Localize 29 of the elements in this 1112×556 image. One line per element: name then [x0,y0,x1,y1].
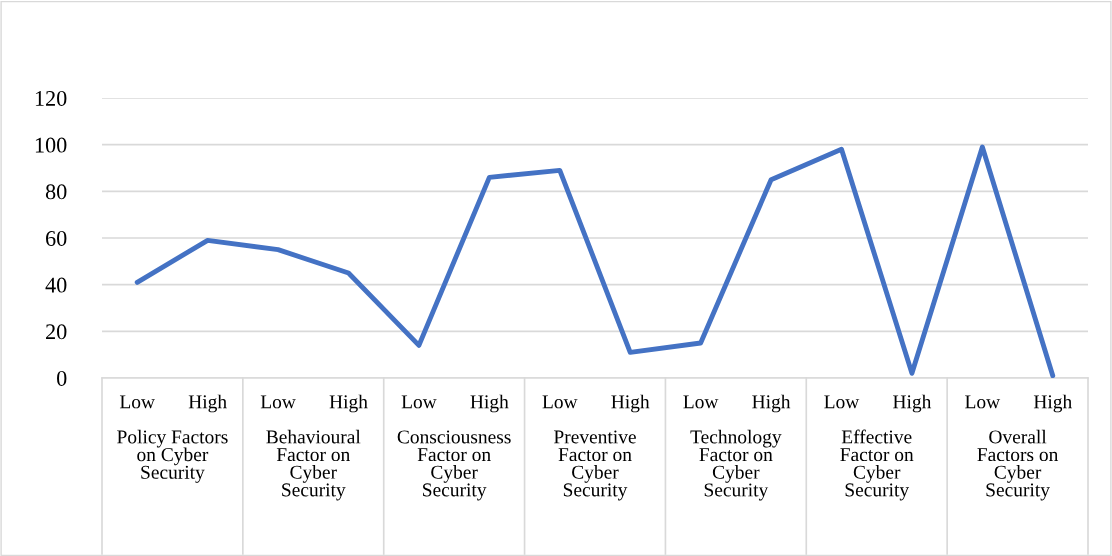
x-tick-label: Low [683,395,719,409]
text: Technology Factor on Cyber Security [690,429,782,501]
text: Behavioural Factor on Cyber Security [266,429,361,501]
y-tick-label: 20 [46,324,67,340]
text: Effective Factor on Cyber Security [840,429,914,501]
y-tick-label: 40 [45,277,67,293]
x-tick-label: High [188,394,227,413]
x-tick-label: Low [542,395,578,409]
x-tick-label: Low [260,395,296,409]
x-tick-label: High [1033,394,1072,413]
y-tick-label: 120 [35,90,67,106]
text: Preventive Factor on Cyber Security [553,430,636,501]
y-tick-label: 80 [45,184,67,200]
x-tick-label: High [752,394,791,413]
x-tick-label: High [611,394,650,413]
y-tick-label: 100 [35,137,67,153]
text: Consciousness Factor on Cyber Security [397,430,511,501]
x-tick-label: High [470,394,509,413]
text: Policy Factors on Cyber Security [117,429,228,483]
y-tick-label: 60 [46,230,67,246]
x-tick-label: Low [119,395,155,409]
x-tick-label: Low [401,395,437,409]
x-tick-label: High [893,394,932,413]
text: Overall Factors on Cyber Security [977,429,1059,501]
x-tick-label: Low [824,395,860,409]
x-tick-label: High [329,394,368,413]
line-series [134,144,1056,378]
x-tick-label: Low [965,395,1001,409]
y-tick-label: 0 [57,370,67,386]
